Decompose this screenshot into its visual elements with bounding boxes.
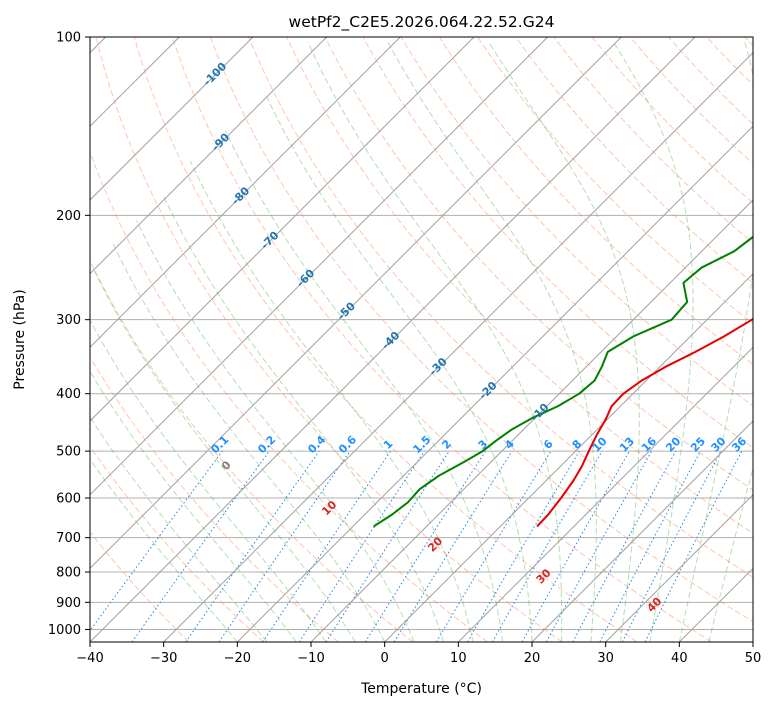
mixing-ratio-line xyxy=(393,450,513,642)
moist-adiabat-line xyxy=(90,370,297,642)
isotherm-line xyxy=(90,37,696,642)
mixing-ratio-line xyxy=(131,450,270,642)
dry-adiabat-line xyxy=(90,356,339,642)
plot-area: -100-90-80-70-60-50-40-30-20-100.1 0.2 0.4… xyxy=(90,37,753,642)
moist-adiabat-line xyxy=(90,458,238,642)
y-tick-label: 900 xyxy=(56,596,81,611)
dry-adiabats xyxy=(90,37,753,642)
dewpoint-line xyxy=(373,235,753,528)
y-tick-label: 200 xyxy=(56,209,81,224)
x-axis: −40 −30 −20 −10 0 10 20 30 40 50 xyxy=(76,642,761,666)
dry-adiabat-line xyxy=(629,37,753,165)
moist-adiabat-line xyxy=(613,41,694,642)
y-tick-label: 1000 xyxy=(48,623,81,638)
x-tick-label: −40 xyxy=(76,651,103,666)
isotherm-line xyxy=(90,37,401,349)
isotherms xyxy=(90,37,753,642)
isotherm-line xyxy=(163,51,753,642)
mixing-ratio-line xyxy=(435,450,552,642)
dry-adiabat-line xyxy=(400,37,753,407)
dry-adiabat-line xyxy=(90,531,190,642)
isotherm-line xyxy=(90,37,622,570)
plot-frame xyxy=(89,36,754,643)
moist-adiabat-line xyxy=(488,41,640,642)
dry-adiabat-line xyxy=(248,37,753,578)
x-tick-label: 40 xyxy=(671,651,688,666)
y-tick-label: 700 xyxy=(56,531,81,546)
isotherm-line xyxy=(605,493,753,642)
x-tick-label: −10 xyxy=(297,651,324,666)
mixing-ratio-line xyxy=(218,450,351,642)
dry-adiabat-line xyxy=(95,37,563,642)
mixing-ratio-line xyxy=(521,450,630,642)
moist-adiabat-line xyxy=(387,41,597,642)
moist-adiabat-line xyxy=(225,130,504,642)
y-axis: 100 200 300 400 500 600 700 800 900 1000 xyxy=(48,31,90,638)
dry-adiabat-line xyxy=(133,37,638,642)
mixing-ratio-line xyxy=(572,450,677,642)
x-tick-label: −20 xyxy=(224,651,251,666)
x-tick-label: 50 xyxy=(745,651,762,666)
x-tick-label: 30 xyxy=(597,651,614,666)
y-tick-label: 800 xyxy=(56,566,81,581)
dry-adiabat-line xyxy=(591,37,753,204)
dry-adiabat-line xyxy=(553,37,753,244)
moist-adiabat-line xyxy=(111,241,386,642)
x-tick-label: 0 xyxy=(381,651,389,666)
dry-adiabat-line xyxy=(90,150,488,642)
mixing-ratio-line xyxy=(491,450,603,642)
pressure-gridlines xyxy=(90,37,753,630)
isotherm-line xyxy=(90,37,328,275)
isotherm-line xyxy=(531,420,753,642)
mixing-ratio-line xyxy=(90,450,223,632)
moist-adiabat-line xyxy=(678,41,753,642)
x-tick-label: 10 xyxy=(450,651,467,666)
dry-adiabat-line xyxy=(439,37,753,366)
y-axis-title: Pressure (hPa) xyxy=(12,289,28,389)
dry-adiabat-line xyxy=(324,37,753,491)
isotherm-line xyxy=(236,125,753,642)
moist-adiabat-line xyxy=(136,220,415,642)
dry-adiabat-line xyxy=(90,259,414,642)
moist-adiabat-line xyxy=(307,41,563,642)
x-tick-label: 20 xyxy=(524,651,541,666)
isotherm-line xyxy=(90,37,549,496)
moist-adiabat-line xyxy=(266,96,533,642)
y-tick-label: 500 xyxy=(56,445,81,460)
chart-title: wetPf2_C2E5.2026.064.22.52.G24 xyxy=(289,13,555,32)
moist-adiabat-line xyxy=(189,160,474,642)
temperature-line xyxy=(536,317,753,528)
dry-adiabat-line xyxy=(477,37,753,325)
x-tick-label: −30 xyxy=(150,651,177,666)
isotherm-line xyxy=(457,346,753,642)
moist-adiabat-line xyxy=(163,196,445,642)
y-tick-label: 300 xyxy=(56,313,81,328)
y-tick-label: 600 xyxy=(56,492,81,507)
mixing-ratio-line xyxy=(467,450,580,642)
isotherm-line xyxy=(90,37,254,201)
dry-adiabat-line xyxy=(515,37,753,284)
y-tick-label: 100 xyxy=(56,31,81,46)
dry-adiabat-line xyxy=(210,37,753,623)
moist-adiabat-line xyxy=(92,268,356,642)
profile-series xyxy=(373,235,753,528)
moist-adiabat-line xyxy=(90,319,327,642)
isotherm-line xyxy=(90,37,475,422)
isotherm-line xyxy=(384,272,753,642)
moist-adiabats xyxy=(90,41,753,642)
moist-adiabat-line xyxy=(90,416,268,642)
y-tick-label: 400 xyxy=(56,387,81,402)
isotherm-line xyxy=(310,199,753,642)
mixing-ratio-line xyxy=(364,450,486,642)
mixing-ratio-line xyxy=(185,450,320,642)
x-axis-title: Temperature (°C) xyxy=(360,681,482,697)
dry-adiabat-line xyxy=(286,37,753,534)
